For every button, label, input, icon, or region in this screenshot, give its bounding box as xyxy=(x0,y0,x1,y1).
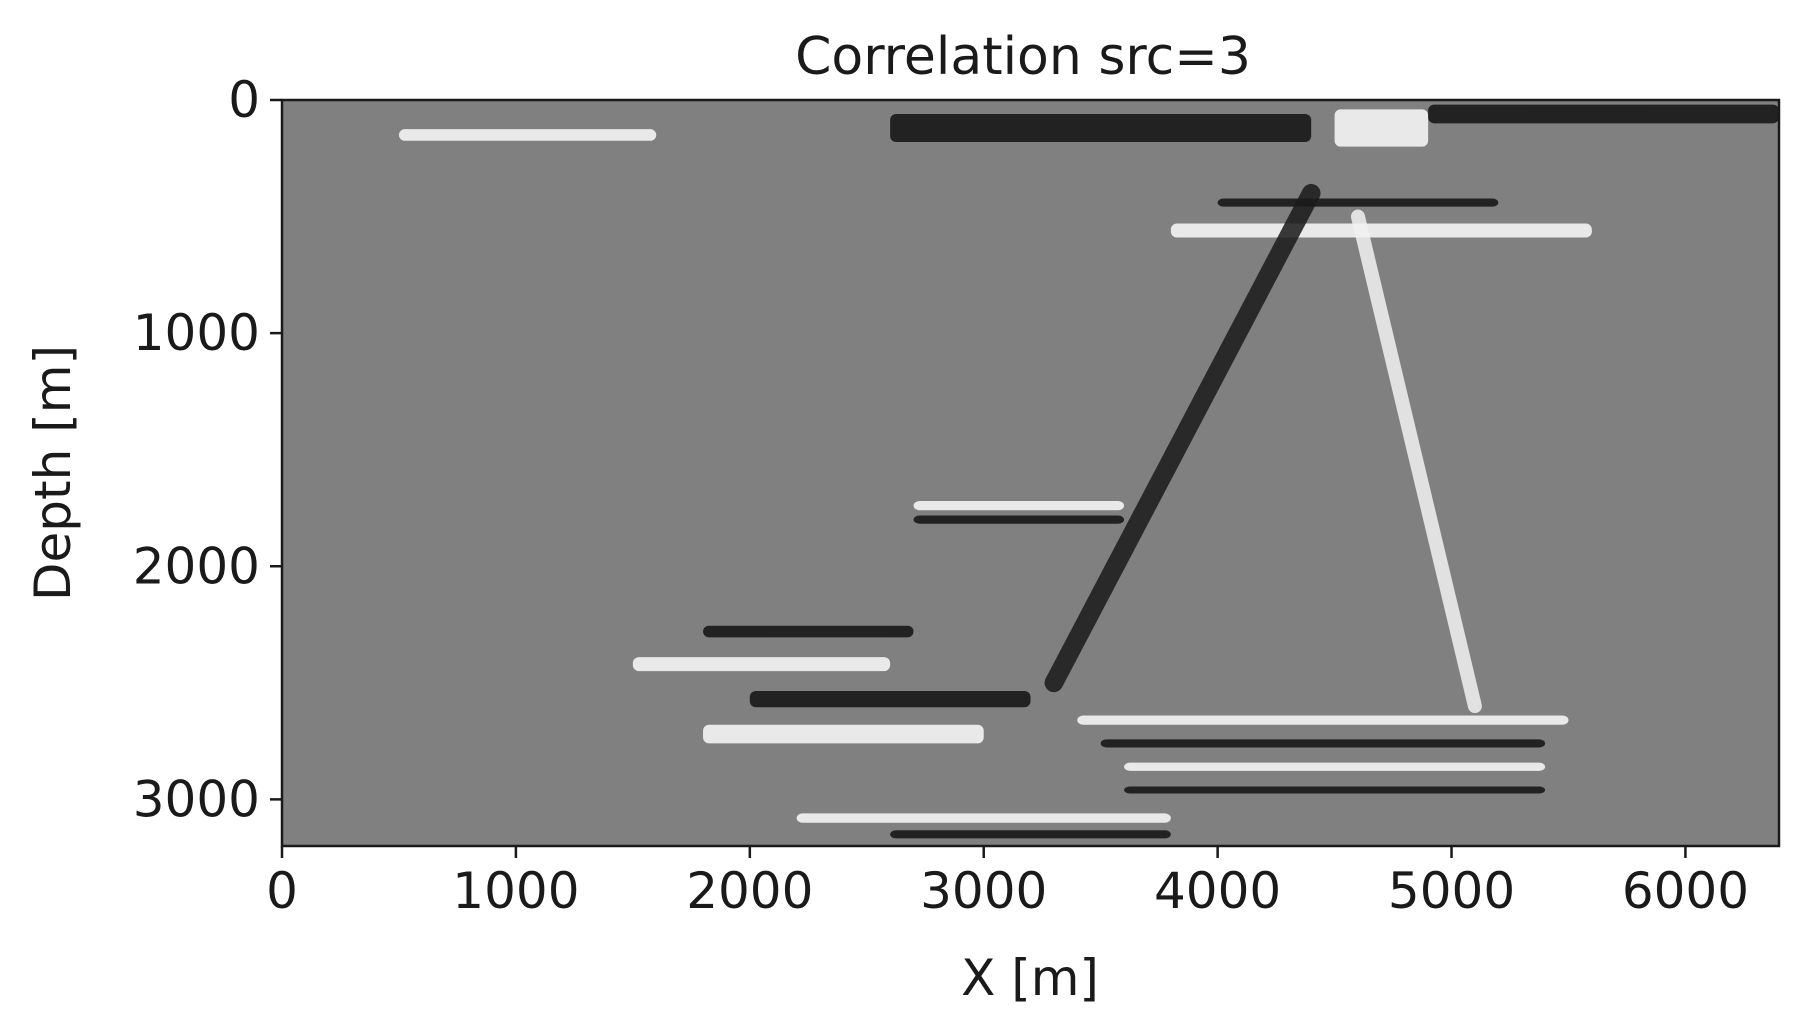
x-tick-label: 0 xyxy=(266,862,298,920)
reflector-negative-13 xyxy=(1100,739,1546,748)
reflector-negative-2 xyxy=(1428,104,1779,124)
x-tick-label: 1000 xyxy=(452,862,579,920)
reflector-positive-9 xyxy=(632,657,891,672)
x-axis-label: X [m] xyxy=(961,949,1099,1007)
reflector-positive-16 xyxy=(796,813,1171,823)
x-tick-label: 2000 xyxy=(686,862,813,920)
reflector-positive-4 xyxy=(1170,223,1592,238)
reflector-negative-5 xyxy=(1217,198,1499,207)
plot-frame xyxy=(280,98,1781,848)
x-axis: 0 1000 2000 3000 4000 5000 6000 xyxy=(266,846,1749,920)
reflector-positive-19 xyxy=(1350,209,1482,714)
reflector-negative-7 xyxy=(913,515,1125,524)
reflector-negative-10 xyxy=(749,690,1031,708)
y-tick-label: 3000 xyxy=(133,770,260,828)
plot-area xyxy=(280,98,1781,848)
reflector-negative-17 xyxy=(890,830,1171,839)
y-axis: 0 1000 2000 3000 xyxy=(133,71,282,828)
x-tick-label: 5000 xyxy=(1388,862,1515,920)
chart-title: Correlation src=3 xyxy=(795,27,1251,87)
reflector-positive-1 xyxy=(1334,109,1429,147)
x-tick-label: 3000 xyxy=(920,862,1047,920)
reflector-positive-14 xyxy=(1124,762,1546,771)
reflector-positive-12 xyxy=(1077,715,1569,725)
y-axis-label: Depth [m] xyxy=(24,345,82,601)
y-tick-label: 2000 xyxy=(133,537,260,595)
reflector-positive-11 xyxy=(703,724,984,744)
reflector-layer xyxy=(398,104,1779,839)
reflector-negative-18 xyxy=(1044,183,1321,693)
plot-background xyxy=(282,100,1779,846)
x-tick-label: 6000 xyxy=(1622,862,1749,920)
reflector-negative-15 xyxy=(1124,786,1546,794)
reflector-negative-8 xyxy=(703,625,914,638)
reflector-positive-6 xyxy=(913,500,1125,511)
y-tick-label: 0 xyxy=(228,71,260,129)
reflector-negative-0 xyxy=(890,113,1312,142)
reflector-positive-3 xyxy=(398,129,657,141)
x-tick-label: 4000 xyxy=(1154,862,1281,920)
y-tick-label: 1000 xyxy=(133,304,260,362)
